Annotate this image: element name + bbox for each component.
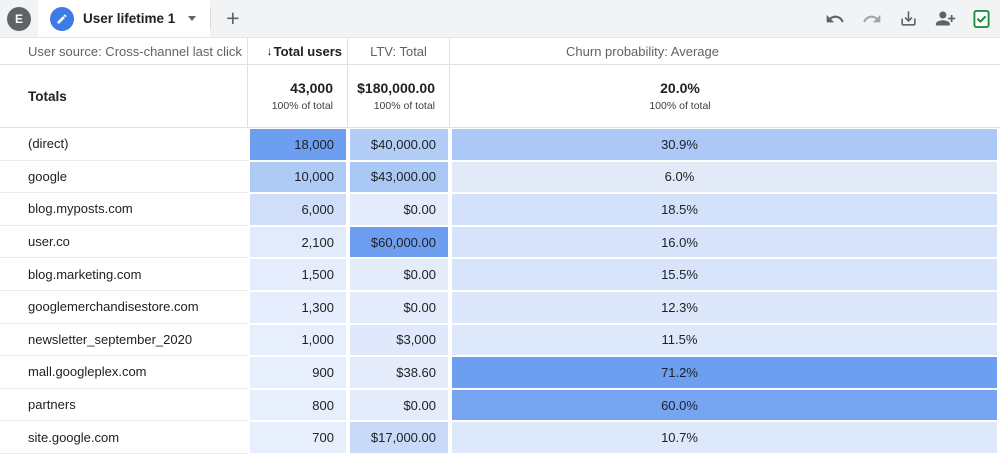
tab-label: User lifetime 1 — [83, 11, 176, 26]
column-header-total-users-label: Total users — [273, 43, 342, 59]
row-source-label: partners — [0, 389, 248, 422]
table-body: (direct) 18,000 $40,000.00 30.9% google 10,00… — [0, 128, 1000, 454]
export-check-icon[interactable] — [973, 9, 990, 29]
row-source-label: (direct) — [0, 128, 248, 161]
table-row[interactable]: blog.marketing.com 1,500 $0.00 15.5% — [0, 258, 1000, 291]
table-row[interactable]: google 10,000 $43,000.00 6.0% — [0, 161, 1000, 194]
row-source-label: blog.marketing.com — [0, 258, 248, 291]
row-churn-cell[interactable]: 6.0% — [452, 161, 997, 193]
row-ltv-cell[interactable]: $40,000.00 — [350, 129, 448, 160]
totals-churn-cell: 20.0% 100% of total — [450, 65, 1000, 127]
undo-icon[interactable] — [825, 9, 845, 29]
row-churn-cell[interactable]: 60.0% — [452, 389, 997, 421]
table-row[interactable]: user.co 2,100 $60,000.00 16.0% — [0, 226, 1000, 259]
totals-churn-value: 20.0% — [660, 80, 700, 96]
row-users-cell[interactable]: 6,000 — [250, 194, 346, 225]
row-ltv-cell[interactable]: $60,000.00 — [350, 226, 448, 258]
row-ltv-cell[interactable]: $0.00 — [350, 389, 448, 421]
column-header-churn[interactable]: Churn probability: Average — [566, 43, 719, 59]
row-ltv-cell[interactable]: $0.00 — [350, 291, 448, 323]
redo-icon[interactable] — [862, 9, 882, 29]
row-churn-cell[interactable]: 12.3% — [452, 291, 997, 323]
add-tab-button[interactable]: + — [226, 5, 240, 31]
row-users-cell[interactable]: 10,000 — [250, 161, 346, 193]
tab-divider — [210, 7, 212, 30]
sort-descending-icon: ↓ — [266, 44, 273, 58]
column-header-total-users[interactable]: ↓ Total users — [248, 38, 348, 64]
totals-users-cell: 43,000 100% of total — [248, 65, 348, 127]
row-ltv-cell[interactable]: $0.00 — [350, 194, 448, 225]
row-source-label: mall.googleplex.com — [0, 356, 248, 389]
table-row[interactable]: (direct) 18,000 $40,000.00 30.9% — [0, 128, 1000, 161]
totals-ltv-value: $180,000.00 — [357, 80, 435, 96]
avatar-wrap: E — [0, 0, 38, 37]
row-source-label: newsletter_september_2020 — [0, 324, 248, 357]
person-add-icon[interactable] — [935, 8, 956, 29]
table-row[interactable]: newsletter_september_2020 1,000 $3,000 11.5… — [0, 324, 1000, 357]
totals-users-value: 43,000 — [290, 80, 333, 96]
totals-churn-percent: 100% of total — [649, 100, 711, 112]
row-ltv-cell[interactable]: $43,000.00 — [350, 161, 448, 193]
row-churn-cell[interactable]: 10.7% — [452, 422, 997, 453]
table-row[interactable]: site.google.com 700 $17,000.00 10.7% — [0, 421, 1000, 454]
column-header-user-source[interactable]: User source: Cross-channel last click — [0, 38, 248, 64]
toolbar-actions — [825, 0, 1000, 37]
row-source-label: site.google.com — [0, 421, 248, 454]
tab-bar: E User lifetime 1 + — [0, 0, 1000, 38]
row-ltv-cell[interactable]: $38.60 — [350, 357, 448, 388]
row-users-cell[interactable]: 800 — [250, 389, 346, 421]
table-row[interactable]: googlemerchandisestore.com 1,300 $0.00 12.3… — [0, 291, 1000, 324]
totals-ltv-cell: $180,000.00 100% of total — [348, 65, 450, 127]
table-row[interactable]: blog.myposts.com 6,000 $0.00 18.5% — [0, 193, 1000, 226]
row-churn-cell[interactable]: 11.5% — [452, 324, 997, 356]
download-icon[interactable] — [899, 9, 918, 28]
row-ltv-cell[interactable]: $3,000 — [350, 324, 448, 356]
row-source-label: google — [0, 161, 248, 194]
row-churn-cell[interactable]: 16.0% — [452, 226, 997, 258]
row-users-cell[interactable]: 1,500 — [250, 259, 346, 290]
totals-row: Totals 43,000 100% of total $180,000.00 … — [0, 65, 1000, 128]
row-ltv-cell[interactable]: $0.00 — [350, 259, 448, 290]
row-source-label: blog.myposts.com — [0, 193, 248, 226]
avatar[interactable]: E — [7, 6, 31, 31]
totals-label: Totals — [0, 65, 248, 127]
row-churn-cell[interactable]: 15.5% — [452, 259, 997, 290]
row-source-label: googlemerchandisestore.com — [0, 291, 248, 324]
row-users-cell[interactable]: 1,300 — [250, 291, 346, 323]
row-churn-cell[interactable]: 18.5% — [452, 194, 997, 225]
column-header-ltv[interactable]: LTV: Total — [348, 38, 450, 64]
row-users-cell[interactable]: 900 — [250, 357, 346, 388]
row-users-cell[interactable]: 18,000 — [250, 129, 346, 160]
row-users-cell[interactable]: 2,100 — [250, 226, 346, 258]
table-header-row: User source: Cross-channel last click ↓ … — [0, 38, 1000, 65]
table-row[interactable]: partners 800 $0.00 60.0% — [0, 389, 1000, 422]
row-users-cell[interactable]: 700 — [250, 422, 346, 453]
totals-users-percent: 100% of total — [271, 100, 333, 112]
totals-ltv-percent: 100% of total — [373, 100, 435, 112]
row-source-label: user.co — [0, 226, 248, 259]
row-ltv-cell[interactable]: $17,000.00 — [350, 422, 448, 453]
row-users-cell[interactable]: 1,000 — [250, 324, 346, 356]
row-churn-cell[interactable]: 30.9% — [452, 129, 997, 160]
table-row[interactable]: mall.googleplex.com 900 $38.60 71.2% — [0, 356, 1000, 389]
edit-pencil-icon — [50, 6, 74, 31]
row-churn-cell[interactable]: 71.2% — [452, 357, 997, 388]
chevron-down-icon[interactable] — [188, 16, 197, 21]
tab-user-lifetime[interactable]: User lifetime 1 — [38, 0, 211, 37]
